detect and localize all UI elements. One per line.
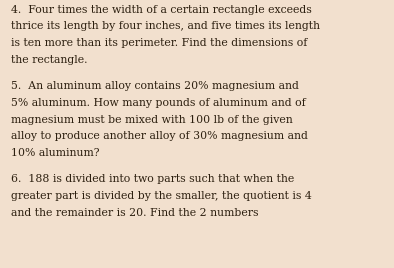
Text: 6.  188 is divided into two parts such that when the: 6. 188 is divided into two parts such th… — [11, 174, 294, 184]
Text: 5% aluminum. How many pounds of aluminum and of: 5% aluminum. How many pounds of aluminum… — [11, 98, 306, 108]
Text: 10% aluminum?: 10% aluminum? — [11, 148, 100, 158]
Text: 4.  Four times the width of a certain rectangle exceeds: 4. Four times the width of a certain rec… — [11, 5, 312, 15]
Text: magnesium must be mixed with 100 lb of the given: magnesium must be mixed with 100 lb of t… — [11, 114, 293, 125]
Text: alloy to produce another alloy of 30% magnesium and: alloy to produce another alloy of 30% ma… — [11, 131, 308, 141]
Text: thrice its length by four inches, and five times its length: thrice its length by four inches, and fi… — [11, 21, 320, 32]
Text: greater part is divided by the smaller, the quotient is 4: greater part is divided by the smaller, … — [11, 191, 312, 201]
Text: 5.  An aluminum alloy contains 20% magnesium and: 5. An aluminum alloy contains 20% magnes… — [11, 81, 299, 91]
Text: the rectangle.: the rectangle. — [11, 55, 87, 65]
Text: is ten more than its perimeter. Find the dimensions of: is ten more than its perimeter. Find the… — [11, 38, 307, 48]
Text: and the remainder is 20. Find the 2 numbers: and the remainder is 20. Find the 2 numb… — [11, 208, 258, 218]
